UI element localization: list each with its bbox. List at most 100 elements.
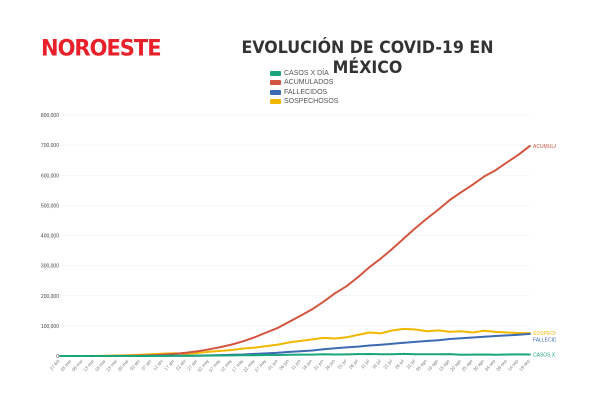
data-point: [437, 208, 440, 211]
x-tick-label: 06 jul: [348, 358, 359, 369]
y-tick-label: 100,000: [41, 324, 59, 330]
series-end-label: ACUMULADOS: [533, 144, 569, 150]
legend-item-sospechosos[interactable]: SOSPECHOSOS: [270, 97, 338, 106]
data-point: [196, 354, 199, 357]
x-tick-label: 15 ago: [438, 358, 451, 372]
data-point: [517, 353, 520, 356]
x-tick-label: 22 abr: [175, 358, 187, 371]
data-point: [59, 355, 61, 357]
data-point: [219, 354, 222, 357]
data-point: [288, 353, 291, 356]
x-tick-label: 21 jul: [382, 358, 393, 369]
y-tick-label: 300,000: [41, 264, 59, 270]
data-point: [380, 257, 382, 260]
data-point: [529, 144, 531, 147]
data-point: [276, 351, 279, 354]
data-point: [494, 169, 497, 172]
data-point: [460, 337, 463, 340]
x-tick-label: 31 jul: [405, 358, 416, 369]
noroeste-logo: NOROESTE: [41, 35, 162, 61]
data-point: [173, 354, 176, 357]
data-point: [448, 199, 451, 201]
data-point: [368, 353, 371, 355]
data-point: [322, 300, 325, 303]
x-tick-label: 30 ago: [472, 358, 485, 372]
y-tick-label: 500,000: [41, 203, 59, 209]
x-tick-label: 13 mar: [82, 358, 95, 372]
data-point: [483, 329, 486, 332]
data-point: [208, 350, 210, 353]
x-tick-label: 28 mar: [117, 358, 130, 372]
legend-item-fallecidos[interactable]: FALLECIDOS: [270, 88, 338, 97]
data-point: [70, 355, 73, 357]
data-point: [517, 153, 520, 156]
x-tick-label: 19 sep: [518, 358, 531, 372]
data-point: [311, 349, 314, 352]
legend-item-casos[interactable]: CASOS X DÍA: [270, 69, 338, 78]
x-tick-label: 04 sep: [484, 358, 497, 372]
data-point: [334, 292, 337, 295]
data-point: [253, 346, 256, 349]
data-point: [276, 326, 279, 329]
y-tick-label: 400,000: [41, 234, 59, 240]
data-point: [242, 340, 245, 343]
data-point: [345, 353, 348, 356]
series-line-casos-x-día: [60, 352, 531, 357]
data-point: [276, 354, 279, 356]
x-tick-label: 26 jun: [324, 358, 336, 371]
x-tick-label: 14 sep: [507, 358, 520, 372]
data-point: [483, 175, 486, 178]
data-point: [529, 333, 531, 335]
data-point: [448, 338, 451, 340]
data-point: [208, 354, 210, 357]
data-point: [357, 353, 359, 355]
data-point: [196, 352, 199, 354]
data-point: [506, 331, 508, 334]
x-tick-label: 07 abr: [140, 358, 152, 371]
series-line-fallecidos: [60, 332, 531, 357]
data-point: [231, 354, 233, 357]
data-point: [334, 337, 337, 340]
data-point: [345, 346, 348, 349]
data-point: [242, 354, 245, 357]
legend-item-acumulados[interactable]: ACUMULADOS: [270, 78, 338, 87]
data-point: [425, 330, 428, 333]
data-point: [104, 355, 107, 357]
legend-label: FALLECIDOS: [284, 88, 328, 96]
data-point: [276, 343, 279, 346]
data-point: [185, 354, 187, 357]
data-point: [471, 336, 474, 339]
x-tick-label: 06 jun: [278, 358, 290, 371]
data-point: [380, 343, 382, 346]
data-point: [380, 353, 382, 356]
data-point: [311, 353, 314, 356]
data-point: [403, 237, 405, 240]
x-tick-label: 20 ago: [449, 358, 462, 372]
data-point: [345, 336, 348, 339]
data-point: [288, 351, 291, 353]
x-tick-label: 21 jun: [313, 358, 325, 371]
data-point: [391, 353, 394, 356]
x-tick-label: 26 jul: [394, 358, 405, 369]
data-point: [357, 276, 359, 279]
x-tick-label: 01 jul: [337, 358, 348, 369]
series-end-label: FALLECIDOS: [533, 338, 565, 344]
data-point: [162, 354, 165, 357]
data-point: [483, 335, 486, 338]
data-point: [403, 352, 405, 355]
x-tick-label: 05 ago: [415, 358, 428, 372]
data-point: [150, 355, 153, 357]
data-point: [506, 161, 508, 164]
series-end-label: SOSPECHOSOS: [533, 331, 573, 337]
chart-title: EVOLUCIÓN DE COVID-19 EN MÉXICO: [241, 38, 494, 78]
data-point: [414, 227, 417, 229]
data-point: [517, 333, 520, 336]
data-point: [517, 332, 520, 335]
series-end-label: CASOS X DÍA: [533, 352, 566, 359]
data-point: [414, 328, 417, 331]
legend: CASOS X DÍA ACUMULADOS FALLECIDOS SOSPEC…: [270, 69, 338, 106]
data-point: [196, 350, 199, 353]
data-point: [288, 320, 291, 323]
legend-label: CASOS X DÍA: [284, 70, 329, 78]
